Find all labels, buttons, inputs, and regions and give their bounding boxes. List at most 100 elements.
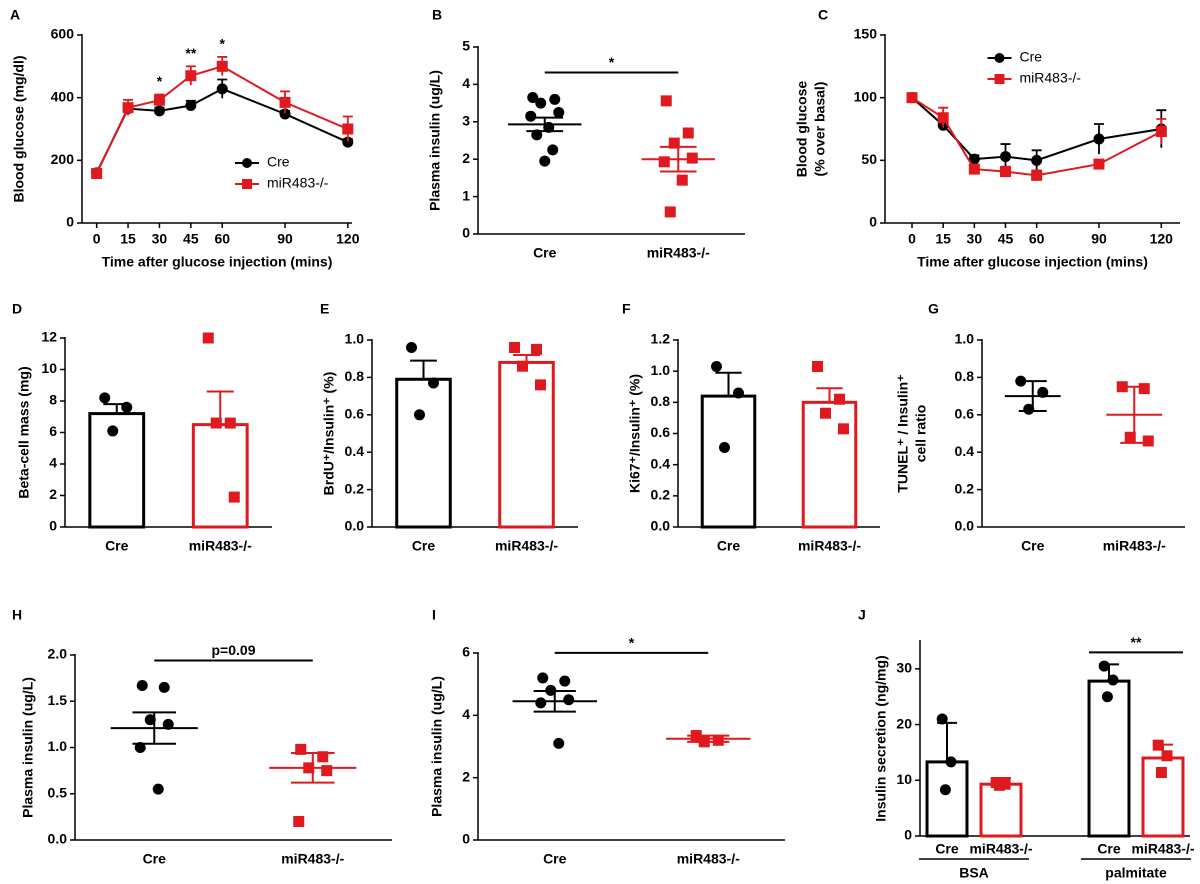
data-point [216,83,228,95]
data-point [553,737,565,749]
y-tick-label: 600 [51,26,75,42]
y-tick-label: 0 [904,827,912,843]
data-point [906,92,918,104]
bar [979,782,1023,838]
data-point [228,491,240,503]
y-tick-label: 1.2 [651,331,671,347]
y-tick-label: 0.2 [345,480,365,496]
x-axis-label: Time after glucose injection (mins) [917,254,1148,270]
y-tick-label: 4 [49,455,57,471]
x-tick-label: miR483-/- [677,851,740,867]
data-point [1093,133,1105,145]
data-point [1155,766,1167,778]
x-tick-label: miR483-/- [495,538,558,554]
legend-marker [242,158,252,168]
x-tick-label: Cre [105,538,129,554]
x-tick-label: Cre [1097,841,1121,857]
data-point [406,341,417,353]
y-tick-label: 30 [896,660,912,676]
y-tick-label: 10 [41,360,57,376]
data-point [812,360,823,372]
data-point [279,108,291,120]
data-point [342,136,354,148]
y-tick-label: 0.0 [345,518,365,534]
y-axis-label: Blood glucose [794,81,810,178]
data-point [1093,158,1105,170]
significance-mark: * [629,635,635,651]
y-tick-label: 0.0 [651,518,671,534]
data-point [1015,375,1027,387]
significance-mark: p=0.09 [212,642,256,658]
y-tick-label: 10 [896,771,912,787]
x-tick-label: Cre [1021,538,1045,554]
x-tick-label: miR483-/- [281,851,344,867]
panel-label: H [12,607,22,623]
series-line [95,87,349,174]
y-tick-label: 1.0 [651,362,671,378]
data-point [162,718,174,730]
y-axis-label: Blood glucose (mg/dl) [11,56,27,203]
error-bar [410,359,437,380]
data-point [686,152,698,164]
data-point [136,680,148,692]
x-tick-label: miR483-/- [1103,538,1166,554]
y-axis-label: Beta-cell mass (mg) [16,366,32,498]
data-point [99,392,111,404]
data-point [303,762,315,774]
data-point [216,60,228,72]
legend-marker [994,74,1005,84]
data-point [342,123,354,135]
x-tick-label: 30 [152,231,168,247]
y-tick-label: 0.2 [651,487,671,503]
y-tick-label: 4 [462,706,470,722]
bar [395,377,452,529]
legend-marker [994,53,1005,63]
y-tick-label: 1 [462,187,470,203]
data-point [559,675,571,687]
data-point [682,127,694,139]
data-point [999,778,1011,790]
data-point [668,137,680,149]
data-point [676,174,688,186]
data-point [563,694,575,706]
data-point [134,742,146,753]
y-axis-label: TUNEL⁺ / Insulin⁺ [895,374,911,492]
y-tick-label: 0.4 [651,455,671,471]
x-tick-label: Cre [935,841,959,857]
data-point [820,407,831,419]
data-point [993,779,1005,791]
bar [1087,679,1131,838]
data-point [535,379,546,391]
y-axis-label: (% over basal) [812,82,828,177]
x-tick-label: Cre [533,245,557,261]
data-point [535,697,547,709]
x-tick-label: 45 [998,231,1014,247]
y-tick-label: 1.0 [955,331,975,347]
y-tick-label: 0.8 [345,368,365,384]
data-point [153,94,165,106]
data-point [999,166,1011,178]
x-tick-label: 90 [1091,231,1107,247]
data-point [968,153,980,165]
data-point [91,167,103,179]
data-point [531,343,542,355]
panel-label: B [432,7,442,23]
data-point [158,681,170,693]
panel-label: F [622,301,631,317]
x-tick-label: Cre [717,538,741,554]
legend-label: miR483-/- [1020,70,1082,86]
data-point [945,756,957,768]
data-point [698,736,710,748]
data-point [658,156,670,168]
legend-marker [242,179,252,189]
x-tick-label: 120 [336,231,360,247]
data-point [733,387,744,399]
data-point [1142,435,1154,447]
y-tick-label: 150 [854,26,878,42]
data-point [939,784,951,796]
y-tick-label: 3 [462,113,470,129]
data-point [999,151,1011,163]
bar [801,400,858,529]
data-point [1037,386,1049,398]
x-tick-label: 15 [935,231,951,247]
